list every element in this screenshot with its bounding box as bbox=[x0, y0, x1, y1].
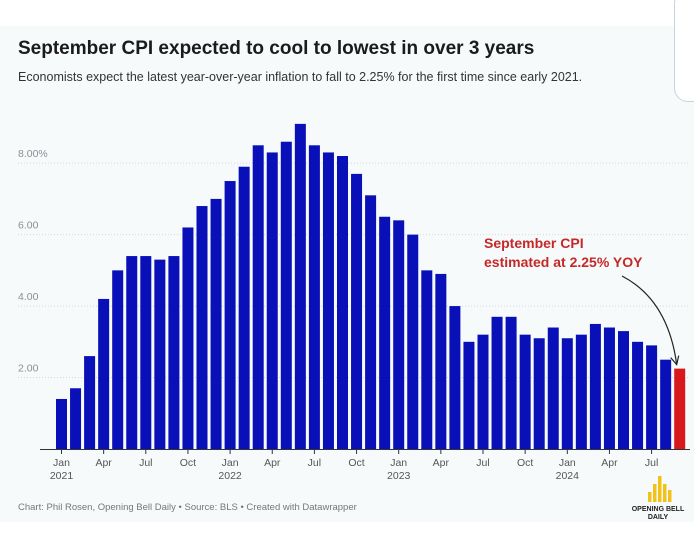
bar bbox=[365, 195, 377, 449]
bar bbox=[435, 273, 447, 449]
bar bbox=[519, 334, 531, 449]
bar bbox=[407, 234, 419, 449]
bell-logo-icon bbox=[648, 476, 672, 502]
bar bbox=[337, 156, 348, 450]
bar bbox=[463, 341, 475, 449]
bar bbox=[632, 341, 644, 449]
chart-credit: Chart: Phil Rosen, Opening Bell Daily • … bbox=[18, 502, 357, 513]
bar bbox=[126, 256, 138, 449]
x-year-label: 2023 bbox=[387, 470, 411, 482]
x-tick-label: Jul bbox=[476, 457, 489, 469]
bar-highlight bbox=[674, 368, 686, 449]
bar bbox=[421, 270, 433, 449]
bar bbox=[561, 338, 573, 449]
annotation-arrowhead bbox=[670, 355, 680, 366]
x-tick-label: Jul bbox=[139, 457, 152, 469]
x-tick-label: Jan bbox=[53, 457, 70, 469]
bar bbox=[618, 331, 629, 449]
bar bbox=[477, 334, 489, 449]
x-tick-label: Apr bbox=[433, 457, 450, 469]
x-year-label: 2024 bbox=[556, 470, 580, 482]
x-tick-label: Jan bbox=[559, 457, 576, 469]
bar bbox=[196, 206, 208, 449]
y-tick-label: 6.00 bbox=[18, 220, 39, 232]
annotation-arrow bbox=[621, 275, 678, 365]
bar bbox=[393, 220, 405, 449]
bar bbox=[603, 327, 615, 449]
bar bbox=[84, 356, 96, 449]
bar bbox=[266, 152, 278, 449]
x-tick-label: Oct bbox=[517, 457, 533, 469]
x-tick-label: Apr bbox=[264, 457, 281, 469]
bar bbox=[547, 327, 559, 449]
x-tick-label: Oct bbox=[180, 457, 196, 469]
x-year-label: 2022 bbox=[218, 470, 242, 482]
chart-subtitle: Economists expect the latest year-over-y… bbox=[18, 70, 583, 84]
bar bbox=[238, 166, 250, 450]
bar bbox=[322, 152, 334, 449]
bar bbox=[505, 316, 517, 449]
bar bbox=[533, 338, 545, 449]
y-tick-label: 4.00 bbox=[18, 291, 39, 303]
overlay-widget-edge[interactable] bbox=[674, 0, 694, 102]
bar bbox=[575, 334, 587, 449]
x-tick-label: Jul bbox=[645, 457, 658, 469]
bar bbox=[112, 270, 124, 449]
x-tick-label: Apr bbox=[95, 457, 112, 469]
bar bbox=[98, 298, 110, 449]
bar bbox=[308, 145, 320, 450]
opening-bell-logo-text: OPENING BELL DAILY bbox=[631, 506, 685, 521]
annotation-line-2: estimated at 2.25% YOY bbox=[484, 254, 643, 270]
bar bbox=[449, 306, 461, 449]
x-tick-label: Oct bbox=[348, 457, 364, 469]
bar bbox=[252, 145, 264, 450]
bar bbox=[280, 141, 292, 449]
bar bbox=[491, 316, 503, 449]
bar bbox=[154, 259, 166, 449]
x-tick-label: Jan bbox=[222, 457, 239, 469]
bar bbox=[210, 198, 222, 449]
bar bbox=[182, 227, 194, 449]
x-tick-label: Jan bbox=[390, 457, 407, 469]
annotation-line-1: September CPI bbox=[484, 235, 584, 251]
bar bbox=[140, 256, 152, 449]
x-tick-label: Jul bbox=[308, 457, 321, 469]
bar bbox=[56, 398, 67, 449]
chart-title: September CPI expected to cool to lowest… bbox=[18, 38, 535, 59]
bar bbox=[351, 173, 363, 449]
bar bbox=[646, 345, 658, 449]
x-year-label: 2021 bbox=[50, 470, 74, 482]
y-tick-label: 8.00% bbox=[18, 148, 48, 160]
y-tick-label: 2.00 bbox=[18, 363, 39, 375]
bar bbox=[660, 359, 672, 449]
bar bbox=[379, 216, 391, 449]
bar bbox=[589, 323, 601, 449]
bar bbox=[70, 388, 82, 449]
bar bbox=[168, 256, 180, 449]
x-tick-label: Apr bbox=[601, 457, 618, 469]
bar bbox=[224, 181, 236, 449]
bar bbox=[294, 123, 306, 449]
